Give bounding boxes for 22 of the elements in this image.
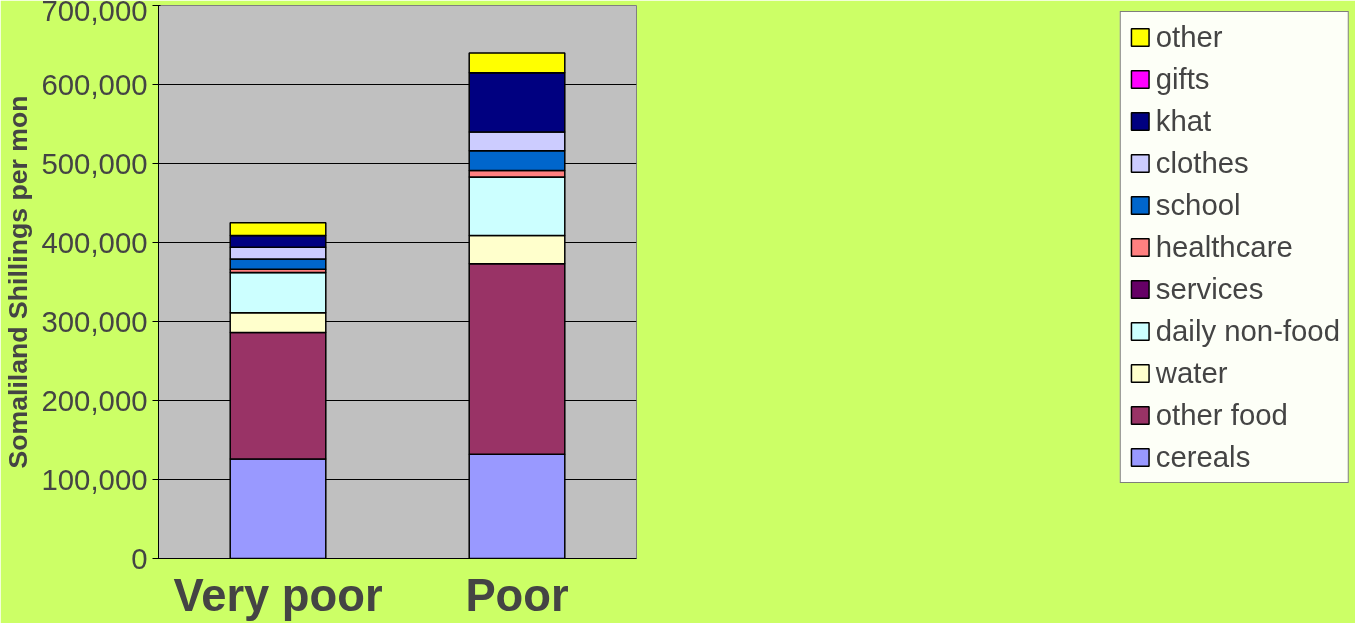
y-tick-label: 600,000 xyxy=(41,67,148,101)
y-axis-title: Somaliland Shillings per mon xyxy=(3,95,34,469)
legend-label: healthcare xyxy=(1155,230,1293,264)
x-tick-label: Poor xyxy=(465,569,569,621)
y-tick-label: 700,000 xyxy=(41,0,148,27)
legend-label: gifts xyxy=(1155,62,1210,96)
y-tick-label: 500,000 xyxy=(41,146,148,180)
y-tick-label: 400,000 xyxy=(41,225,148,259)
x-tick-label: Very poor xyxy=(173,569,383,621)
legend-label: water xyxy=(1155,356,1228,390)
y-tick-label: 0 xyxy=(131,541,148,575)
legend-label: daily non-food xyxy=(1155,314,1340,348)
y-tick-label: 100,000 xyxy=(41,462,148,496)
legend-label: clothes xyxy=(1155,146,1249,180)
legend-label: cereals xyxy=(1155,440,1251,474)
legend-label: services xyxy=(1155,272,1264,306)
y-tick-label: 300,000 xyxy=(41,304,148,338)
legend-label: school xyxy=(1155,188,1241,222)
y-tick-label: 200,000 xyxy=(41,383,148,417)
legend-label: other food xyxy=(1155,398,1288,432)
legend-label: khat xyxy=(1155,104,1212,138)
legend-label: other xyxy=(1155,20,1223,54)
